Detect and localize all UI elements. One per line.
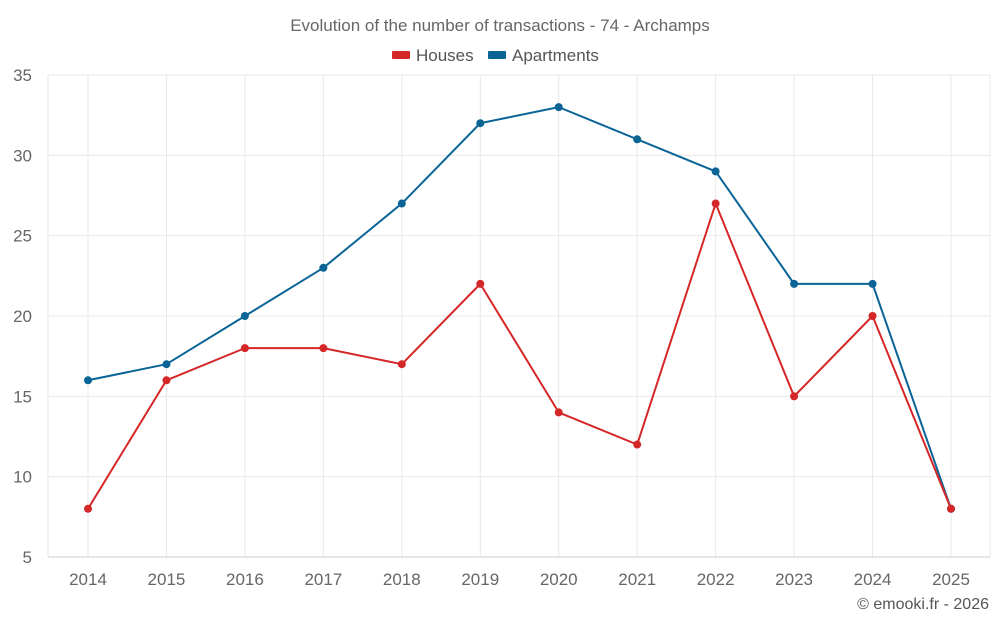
data-point[interactable] (397, 360, 406, 369)
x-tick-label: 2014 (69, 570, 107, 589)
y-tick-label: 20 (13, 307, 32, 326)
x-tick-label: 2023 (775, 570, 813, 589)
x-tick-label: 2021 (618, 570, 656, 589)
x-tick-label: 2022 (697, 570, 735, 589)
legend-label: Apartments (512, 46, 599, 65)
data-point[interactable] (84, 504, 92, 513)
legend-item-apartments[interactable]: Apartments (488, 46, 599, 65)
x-tick-label: 2017 (304, 570, 342, 589)
data-point[interactable] (162, 360, 171, 369)
legend-swatch (488, 51, 506, 59)
credit-text: © emooki.fr - 2026 (857, 596, 989, 613)
data-point[interactable] (947, 504, 955, 513)
legend-label: Houses (416, 46, 474, 65)
data-point[interactable] (397, 199, 406, 208)
data-point[interactable] (868, 279, 877, 288)
grid-lines (47, 74, 991, 558)
data-point[interactable] (84, 376, 92, 385)
legend-item-houses[interactable]: Houses (392, 46, 474, 65)
x-tick-label: 2024 (854, 570, 892, 589)
x-tick-label: 2018 (383, 570, 421, 589)
x-tick-label: 2020 (540, 570, 578, 589)
y-tick-label: 5 (23, 548, 32, 567)
data-point[interactable] (554, 408, 563, 417)
y-tick-label: 30 (13, 146, 32, 165)
data-point[interactable] (711, 199, 720, 208)
series-houses (84, 199, 955, 513)
data-point[interactable] (790, 279, 799, 288)
data-point[interactable] (554, 103, 563, 112)
data-point[interactable] (319, 263, 328, 272)
data-point[interactable] (633, 440, 642, 449)
y-tick-label: 25 (13, 227, 32, 246)
series-line (87, 106, 952, 510)
data-point[interactable] (476, 279, 485, 288)
series-apartments (84, 103, 955, 513)
y-tick-label: 15 (13, 387, 32, 406)
x-tick-label: 2019 (461, 570, 499, 589)
data-point[interactable] (790, 392, 799, 401)
x-axis: 2014 2015 2016 2017 2018 2019 2020 2021 2022 2023… (48, 556, 990, 589)
y-tick-label: 35 (13, 66, 32, 85)
legend-swatch (392, 51, 410, 59)
series-group (84, 103, 955, 513)
data-point[interactable] (319, 344, 328, 353)
data-point[interactable] (162, 376, 171, 385)
series-line (87, 202, 952, 510)
legend[interactable]: Houses Apartments (392, 46, 599, 65)
data-point[interactable] (711, 167, 720, 176)
y-axis: 5 10 15 20 25 30 35 (13, 66, 32, 567)
data-point[interactable] (240, 312, 249, 320)
chart-title: Evolution of the number of transactions … (290, 16, 710, 35)
x-tick-label: 2015 (148, 570, 186, 589)
x-tick-label: 2025 (932, 570, 970, 589)
x-tick-label: 2016 (226, 570, 264, 589)
y-tick-label: 10 (13, 468, 32, 487)
data-point[interactable] (633, 135, 642, 144)
data-point[interactable] (240, 344, 249, 353)
data-point[interactable] (868, 312, 877, 320)
data-point[interactable] (476, 119, 485, 128)
